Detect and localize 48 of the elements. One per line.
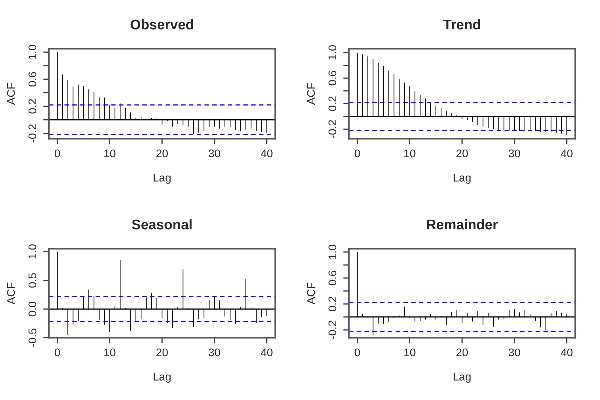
- x-tick-label: 30: [508, 348, 520, 357]
- y-tick-label: 0.2: [328, 297, 337, 312]
- x-tick-label: 20: [456, 348, 468, 357]
- x-axis-title: Lag: [154, 373, 171, 384]
- y-tick-label: 0.5: [28, 273, 37, 288]
- x-tick-label: 40: [261, 150, 273, 158]
- x-tick-label: 0: [54, 150, 60, 158]
- y-tick-label: 0.0: [28, 302, 37, 317]
- x-tick-label: 0: [354, 150, 360, 158]
- x-tick-label: 10: [404, 348, 416, 357]
- x-tick-label: 0: [354, 348, 360, 357]
- x-tick-label: 30: [208, 150, 220, 158]
- y-tick-label: -0.2: [328, 321, 337, 340]
- y-tick-label: 0.2: [328, 96, 337, 112]
- y-tick-label: 1.0: [28, 244, 37, 259]
- x-tick-label: 30: [508, 150, 520, 158]
- x-tick-label: 10: [104, 150, 116, 158]
- chart-title: Seasonal: [132, 219, 192, 230]
- x-tick-label: 20: [456, 150, 468, 158]
- y-tick-label: 0.6: [28, 72, 37, 87]
- y-tick-label: 1.0: [328, 244, 337, 260]
- x-tick-label: 40: [261, 348, 273, 357]
- x-axis-title: Lag: [454, 174, 471, 184]
- y-axis-title: ACF: [7, 83, 16, 106]
- chart-title: Trend: [444, 19, 480, 30]
- y-tick-label: 1.0: [328, 46, 337, 60]
- y-tick-label: 0.6: [328, 71, 337, 86]
- x-tick-label: 40: [561, 150, 573, 158]
- y-tick-label: -0.2: [28, 124, 37, 143]
- y-tick-label: 0.2: [28, 99, 37, 114]
- y-tick-label: -0.5: [28, 328, 37, 348]
- x-axis-title: Lag: [154, 174, 171, 184]
- y-axis-title: ACF: [7, 282, 16, 305]
- x-tick-label: 0: [54, 348, 60, 357]
- x-tick-label: 20: [156, 150, 168, 158]
- x-tick-label: 10: [404, 150, 416, 158]
- x-tick-label: 10: [104, 348, 116, 357]
- x-tick-label: 20: [156, 348, 168, 357]
- x-tick-label: 40: [561, 348, 573, 357]
- y-axis-title: ACF: [307, 83, 316, 106]
- y-axis-title: ACF: [307, 282, 316, 305]
- y-tick-label: 1.0: [28, 45, 37, 60]
- y-tick-label: 0.6: [328, 271, 337, 286]
- chart-title: Observed: [130, 19, 194, 30]
- y-tick-label: -0.2: [328, 120, 337, 139]
- x-tick-label: 30: [208, 348, 220, 357]
- x-axis-title: Lag: [454, 373, 471, 384]
- chart-title: Remainder: [427, 219, 498, 230]
